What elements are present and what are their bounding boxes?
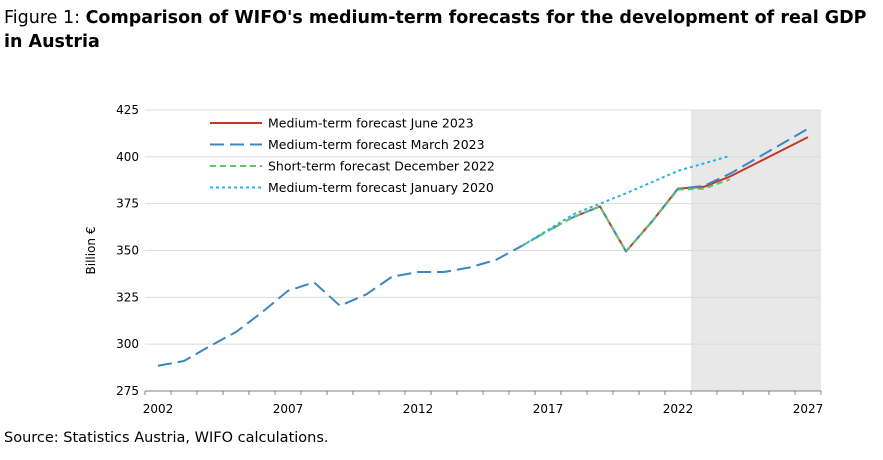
figure-title-prefix: Figure 1:: [4, 8, 86, 28]
series-line-4: [521, 154, 731, 247]
figure-title-text: Comparison of WIFO's medium-term forecas…: [4, 8, 867, 52]
y-axis-title: Billion €: [84, 227, 98, 275]
legend-label-2: Medium-term forecast March 2023: [268, 137, 485, 152]
x-tick-label-2027: 2027: [793, 402, 824, 416]
y-tick-label-350: 350: [116, 244, 139, 258]
legend-label-3: Short-term forecast December 2022: [268, 159, 495, 174]
x-tick-label-2017: 2017: [533, 402, 564, 416]
y-tick-label-400: 400: [116, 150, 139, 164]
y-tick-label-275: 275: [116, 384, 139, 398]
legend-label-1: Medium-term forecast June 2023: [268, 116, 474, 131]
x-tick-label-2007: 2007: [273, 402, 304, 416]
series-line-2: [157, 127, 809, 367]
x-tick-label-2022: 2022: [663, 402, 694, 416]
x-tick-label-2012: 2012: [403, 402, 434, 416]
legend-label-4: Medium-term forecast January 2020: [268, 180, 494, 195]
y-tick-label-375: 375: [116, 197, 139, 211]
y-tick-label-425: 425: [116, 103, 139, 117]
x-tick-label-2002: 2002: [143, 402, 174, 416]
figure-title: Figure 1: Comparison of WIFO's medium-te…: [4, 6, 879, 54]
y-tick-label-325: 325: [116, 290, 139, 304]
y-tick-label-300: 300: [116, 337, 139, 351]
source-note: Source: Statistics Austria, WIFO calcula…: [4, 430, 329, 446]
